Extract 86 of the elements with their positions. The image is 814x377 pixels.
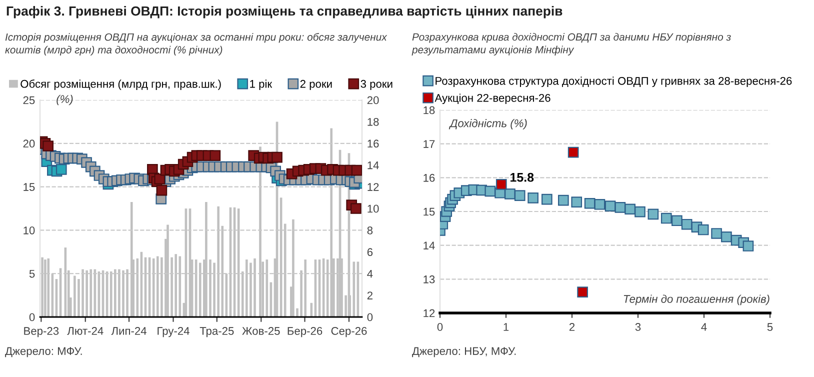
legend-label: Аукціон 22-вересня-26 bbox=[434, 94, 550, 104]
text: Джерело: НБУ, МФУ. bbox=[412, 347, 516, 358]
y-tick-label: 16 bbox=[424, 174, 435, 182]
legend-label: 2 роки bbox=[300, 80, 332, 90]
point bbox=[484, 186, 496, 197]
bar bbox=[74, 276, 76, 317]
y2-tick-label: 16 bbox=[368, 140, 379, 148]
y-tick-label: 12 bbox=[424, 309, 435, 318]
x-tick-label: Вер-23 bbox=[24, 327, 59, 338]
chart-subtitle: Історія розміщення ОВДП на аукціонах за останні три роки: обсяг залучених коштів (млрд грн) та доходності (% річних) bbox=[5, 33, 388, 56]
point bbox=[528, 192, 538, 204]
data-label: 15.8 bbox=[510, 172, 534, 182]
y2-tick-label: 4 bbox=[367, 270, 373, 278]
y-tick-label: 0 bbox=[29, 313, 35, 322]
x-tick-label: Бер-26 bbox=[288, 327, 322, 338]
x-tick-label: 1 bbox=[504, 323, 509, 331]
chart-subtitle: Розрахункова крива дохідності ОВДП за даними НБУ порівняно з результатами аукціонів Мінфіну bbox=[412, 33, 731, 56]
point bbox=[542, 194, 552, 205]
point bbox=[156, 184, 168, 196]
y-tick-label: 25 bbox=[23, 96, 35, 104]
x-tick-label: Лют-24 bbox=[67, 327, 104, 335]
x-tick-label: Гру-24 bbox=[158, 327, 190, 338]
point bbox=[504, 188, 516, 200]
y-tick-label: 14 bbox=[424, 242, 435, 250]
point bbox=[672, 215, 682, 226]
point bbox=[624, 204, 636, 215]
y-tick-label: 10 bbox=[24, 226, 35, 234]
point bbox=[604, 200, 616, 212]
y2-tick-label: 6 bbox=[367, 248, 373, 256]
point bbox=[351, 164, 362, 176]
y2-tick-label: 0 bbox=[367, 313, 373, 322]
y-tick-label: 15 bbox=[424, 208, 435, 216]
point bbox=[660, 212, 672, 224]
point bbox=[594, 198, 606, 210]
y2-tick-label: 10 bbox=[368, 204, 379, 213]
text: Джерело: МФУ. bbox=[5, 347, 82, 358]
point bbox=[721, 231, 732, 242]
legend-label: Обсяг розміщення (млрд грн, прав.шк.) bbox=[20, 80, 221, 90]
point bbox=[568, 146, 579, 158]
point bbox=[634, 206, 646, 218]
legend-label: Розрахункова структура дохідності ОВДП у гривнях за 28-вересня-26 bbox=[436, 76, 792, 88]
x-tick-label: Жов-25 bbox=[242, 327, 280, 335]
y2-tick-label: 12 bbox=[368, 183, 379, 191]
point bbox=[614, 202, 626, 213]
point bbox=[350, 203, 362, 214]
point bbox=[681, 218, 692, 230]
y-tick-label: 20 bbox=[23, 140, 35, 148]
point bbox=[558, 194, 569, 206]
y2-tick-label: 18 bbox=[368, 118, 379, 126]
y-axis-title: Дохідність (%) bbox=[448, 119, 527, 130]
x-tick-label: Тра-25 bbox=[200, 327, 234, 338]
point bbox=[648, 208, 659, 220]
y2-tick-label: 14 bbox=[368, 161, 379, 170]
point bbox=[42, 140, 54, 152]
point bbox=[154, 174, 166, 184]
point bbox=[496, 179, 507, 190]
y2-tick-label: 2 bbox=[367, 292, 372, 300]
point bbox=[584, 198, 596, 209]
point bbox=[742, 240, 754, 252]
y-tick-label: 17 bbox=[424, 140, 435, 148]
y-tick-label: 15 bbox=[24, 183, 35, 191]
point bbox=[514, 190, 526, 202]
y-tick-label: 18 bbox=[424, 106, 435, 114]
y-tick-label: 5 bbox=[29, 270, 35, 278]
x-tick-label: Лип-24 bbox=[111, 327, 146, 335]
x-tick-label: 3 bbox=[635, 323, 641, 331]
point bbox=[571, 196, 582, 208]
point bbox=[210, 150, 221, 161]
chart-title: Графік 3. Гривневі ОВДП: Історія розміщень та справедлива вартість цінних паперів bbox=[6, 6, 562, 18]
y2-tick-label: 20 bbox=[367, 96, 379, 104]
y2-tick-label: 8 bbox=[367, 226, 373, 234]
legend-label: 1 рік bbox=[250, 80, 272, 90]
point bbox=[698, 224, 709, 236]
x-axis-title: Термін до погашення (років) bbox=[624, 294, 770, 306]
x-tick-label: 4 bbox=[701, 323, 707, 331]
point bbox=[272, 152, 282, 163]
x-tick-label: 0 bbox=[437, 323, 443, 331]
x-tick-label: 2 bbox=[569, 323, 575, 331]
point bbox=[577, 286, 588, 298]
legend-label: 3 роки bbox=[360, 80, 392, 90]
x-tick-label: Сер-26 bbox=[331, 327, 367, 338]
point bbox=[711, 228, 722, 239]
point bbox=[56, 164, 67, 175]
y-tick-label: 13 bbox=[424, 275, 435, 284]
y-axis-title: (%) bbox=[56, 94, 73, 106]
x-tick-label: 5 bbox=[767, 323, 773, 331]
